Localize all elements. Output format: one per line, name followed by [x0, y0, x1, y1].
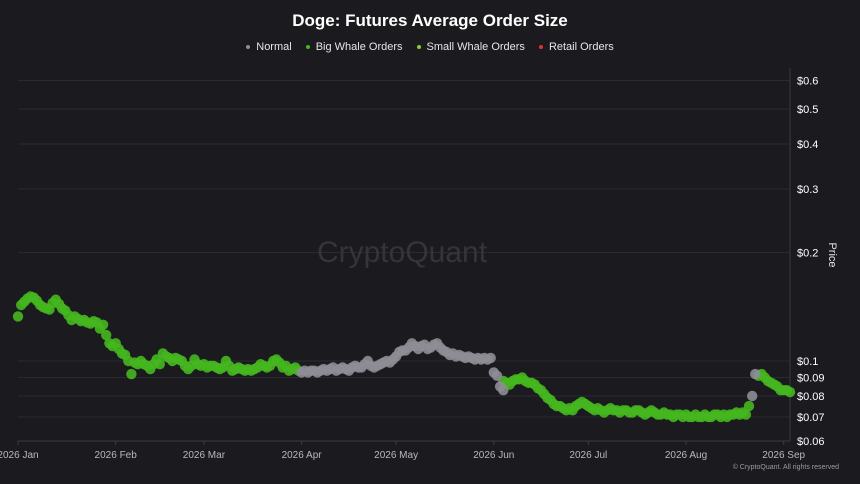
legend-item-normal[interactable]: Normal: [246, 41, 292, 53]
data-point-big-whale-orders[interactable]: [12, 311, 24, 322]
data-points: [12, 291, 796, 423]
legend-label-normal: Normal: [256, 41, 292, 53]
y-tick-label: $0.5: [797, 104, 818, 116]
data-point-normal[interactable]: [491, 370, 503, 381]
y-axis-title: Price: [826, 242, 838, 267]
x-tick-label: 2026 Apr: [282, 450, 323, 461]
y-tick-label: $0.1: [797, 356, 818, 368]
x-axis-ticks: 2026 Jan 2026 Feb 2026 Mar 2026 Apr 2026 May…: [0, 441, 806, 461]
data-point-normal[interactable]: [498, 385, 509, 396]
data-point-big-whale-orders[interactable]: [101, 329, 112, 341]
data-point-big-whale-orders[interactable]: [743, 400, 755, 412]
x-tick-label: 2026 Jul: [569, 450, 607, 461]
data-point-normal[interactable]: [750, 368, 761, 380]
y-axis-ticks: $0.6 $0.5 $0.4 $0.3 $0.2 $0.1 $0.09 $0.08 $0.07 $…: [797, 76, 825, 448]
legend-marker-normal: [246, 45, 251, 49]
copyright-text: © CryptoQuant. All rights reserved: [732, 464, 839, 471]
data-point-normal[interactable]: [485, 352, 496, 364]
legend-label-big-whale: Big Whale Orders: [315, 41, 403, 53]
data-point-normal[interactable]: [747, 390, 758, 402]
legend-item-retail[interactable]: Retail Orders: [538, 41, 614, 53]
y-tick-label: $0.06: [797, 436, 825, 448]
legend-label-retail: Retail Orders: [548, 41, 614, 53]
x-tick-label: 2026 Jun: [473, 450, 514, 461]
data-point-big-whale-orders[interactable]: [784, 386, 796, 398]
y-tick-label: $0.6: [797, 76, 818, 88]
grid-lines: [18, 80, 790, 442]
watermark: CryptoQuant: [317, 236, 488, 269]
x-tick-label: 2026 Jan: [0, 450, 39, 461]
data-point-big-whale-orders[interactable]: [126, 368, 137, 380]
x-tick-label: 2026 May: [374, 450, 418, 461]
x-tick-label: 2026 Feb: [95, 450, 138, 461]
data-point-big-whale-orders[interactable]: [154, 359, 165, 370]
y-tick-label: $0.3: [797, 184, 818, 196]
x-tick-label: 2026 Mar: [183, 450, 226, 461]
legend-marker-retail: [538, 45, 543, 49]
x-tick-label: 2026 Sep: [762, 450, 805, 461]
legend-marker-big-whale: [305, 45, 310, 49]
y-tick-label: $0.4: [797, 139, 818, 151]
x-tick-label: 2026 Aug: [665, 450, 707, 461]
data-point-big-whale-orders[interactable]: [740, 409, 752, 420]
chart-legend: Normal Big Whale Orders Small Whale Orde…: [0, 41, 860, 53]
legend-item-big-whale[interactable]: Big Whale Orders: [305, 41, 403, 53]
legend-marker-small-whale: [416, 45, 421, 49]
y-tick-label: $0.2: [797, 248, 818, 260]
chart-title: Doge: Futures Average Order Size: [292, 11, 568, 30]
data-point-big-whale-orders[interactable]: [97, 319, 109, 330]
legend-label-small-whale: Small Whale Orders: [426, 41, 525, 53]
legend-item-small-whale[interactable]: Small Whale Orders: [416, 41, 525, 53]
y-tick-label: $0.08: [797, 391, 825, 403]
y-tick-label: $0.09: [797, 373, 825, 385]
y-tick-label: $0.07: [797, 412, 825, 424]
